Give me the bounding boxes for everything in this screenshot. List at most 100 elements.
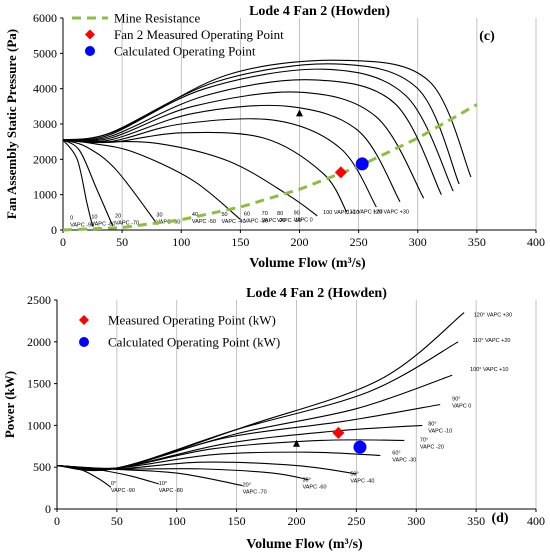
- fan-curve-line: [62, 59, 472, 178]
- fan-curve-label: VAPC -10: [277, 218, 301, 224]
- fan-curve-label: VAPC -20: [262, 218, 286, 224]
- fan-curve-label: VAPC -90: [111, 488, 135, 494]
- measured-operating-point: [332, 426, 345, 439]
- x-tick-label: 350: [468, 235, 486, 249]
- panel-c-chart: 0 50 100 150 200 250 300 350 4000100020003000400…: [4, 4, 545, 271]
- fan-curve-label: 0: [70, 215, 73, 221]
- fan-curve-label: 100 VAPC +10: [323, 210, 359, 216]
- fan-curve-label: VAPC -10: [428, 428, 452, 434]
- fan-curve-label: 30°: [302, 477, 310, 483]
- fan-curve-line: [56, 312, 465, 472]
- x-tick-label: 200: [288, 514, 306, 528]
- fan-curve-line: [56, 451, 381, 470]
- legend-key-circle: [85, 46, 95, 56]
- fan-curve-label: VAPC -30: [392, 458, 416, 464]
- x-tick-label: 300: [409, 235, 427, 249]
- fan-curve-label: VAPC -40: [350, 479, 374, 485]
- x-tick-label: 150: [231, 235, 249, 249]
- fan-curve-label: VAPC -60: [302, 484, 326, 490]
- x-tick-label: 100: [172, 235, 190, 249]
- x-tick-label: 200: [291, 235, 309, 249]
- triangle-marker: [296, 109, 303, 117]
- x-tick-label: 400: [527, 514, 545, 528]
- fan-curve-label: 120 VAPC +30: [373, 209, 409, 215]
- fan-curve-label: 60: [244, 212, 250, 218]
- x-tick-label: 0: [54, 514, 60, 528]
- fan-curve-line: [62, 131, 348, 213]
- fan-curve-label: VAPC -70: [243, 489, 267, 495]
- fan-curve-line: [62, 139, 159, 226]
- y-tick-label: 1000: [33, 188, 57, 202]
- fan-curve-label: 110 VAPC +20: [347, 210, 383, 216]
- y-tick-label: 1000: [27, 418, 51, 432]
- legend-label: Calculated Operating Point (kW): [108, 335, 280, 350]
- fan-curve-label: VAPC -70: [115, 220, 139, 226]
- y-tick-label: 500: [33, 460, 51, 474]
- y-axis-label: Power (kW): [2, 371, 17, 438]
- fan-curve-label: 0°: [111, 481, 116, 487]
- x-tick-label: 350: [467, 514, 485, 528]
- fan-curve-line: [62, 139, 114, 226]
- x-tick-label: 400: [527, 235, 545, 249]
- chart-title: Lode 4 Fan 2 (Howden): [246, 286, 387, 301]
- fan-curve-label: VAPC 0: [294, 217, 313, 223]
- panel-label: (c): [479, 29, 495, 44]
- x-axis-label: Volume Flow (m³/s): [246, 537, 363, 552]
- y-tick-label: 2000: [27, 335, 51, 349]
- x-tick-label: 0: [60, 235, 66, 249]
- fan-curve-label: 50°: [350, 472, 358, 478]
- fan-curve-label: 10°: [159, 481, 167, 487]
- fan-curve-line: [62, 139, 318, 217]
- fan-curve-line: [62, 68, 454, 192]
- legend-label: Mine Resistance: [114, 11, 201, 26]
- x-tick-label: 300: [407, 514, 425, 528]
- y-tick-label: 4000: [33, 82, 57, 96]
- y-tick-label: 0: [45, 502, 51, 516]
- fan-curve-label: 20: [115, 213, 121, 219]
- y-tick-label: 2500: [27, 293, 51, 307]
- fan-curve-label: 20°: [243, 482, 251, 488]
- legend-label: Fan 2 Measured Operating Point: [114, 27, 284, 42]
- fan-curve-label: VAPC -80: [91, 221, 115, 227]
- panel-label: (d): [491, 511, 508, 526]
- fan-curve-label: 50: [221, 212, 227, 218]
- fan-curve-line: [56, 403, 441, 471]
- y-tick-label: 1500: [27, 377, 51, 391]
- fan-curve-line: [56, 464, 309, 481]
- x-tick-label: 50: [111, 514, 123, 528]
- fan-curve-label: 10: [91, 214, 97, 220]
- legend-key-circle: [79, 337, 89, 347]
- measured-operating-point: [334, 166, 347, 179]
- calculated-operating-point: [355, 157, 369, 171]
- legend-label: Measured Operating Point (kW): [108, 313, 276, 328]
- y-axis-label: Fan Assembly Static Pressure (Pa): [4, 29, 19, 219]
- panel-d-chart: 0 50 100 150 200 250 300 350 400 0 500 1000 1500 2000…: [2, 286, 545, 552]
- fan-curve-line: [56, 439, 405, 470]
- x-tick-label: 250: [347, 514, 365, 528]
- fan-curve-line: [62, 79, 442, 195]
- fan-curve-label: 40: [192, 212, 198, 218]
- y-tick-label: 0: [51, 223, 57, 237]
- fan-curve-label: 70°: [420, 437, 428, 443]
- x-tick-label: 150: [228, 514, 246, 528]
- fan-curve-label: VAPC -90: [70, 222, 94, 228]
- fan-curve-label: 100° VAPC +10: [470, 367, 508, 373]
- y-tick-label: 5000: [33, 46, 57, 60]
- fan-curve-label: 70: [262, 211, 268, 217]
- fan-curve-label: VAPC -80: [159, 488, 183, 494]
- mine-resistance-line: [62, 103, 478, 232]
- y-tick-label: 6000: [33, 11, 57, 25]
- y-tick-label: 3000: [33, 117, 57, 131]
- chart-title: Lode 4 Fan 2 (Howden): [249, 4, 390, 19]
- fan-curve-line: [62, 118, 377, 208]
- triangle-marker: [293, 439, 300, 447]
- fan-curve-label: 60°: [392, 451, 400, 457]
- fan-curve-label: VAPC -40: [221, 219, 245, 225]
- fan-curve-label: VAPC 0: [452, 403, 471, 409]
- fan-curve-label: 80: [277, 211, 283, 217]
- x-axis-label: Volume Flow (m³/s): [249, 256, 366, 271]
- fan-curve-line: [62, 104, 401, 203]
- fan-curve-label: 30: [156, 213, 162, 219]
- fan-curve-label: 90°: [452, 396, 460, 402]
